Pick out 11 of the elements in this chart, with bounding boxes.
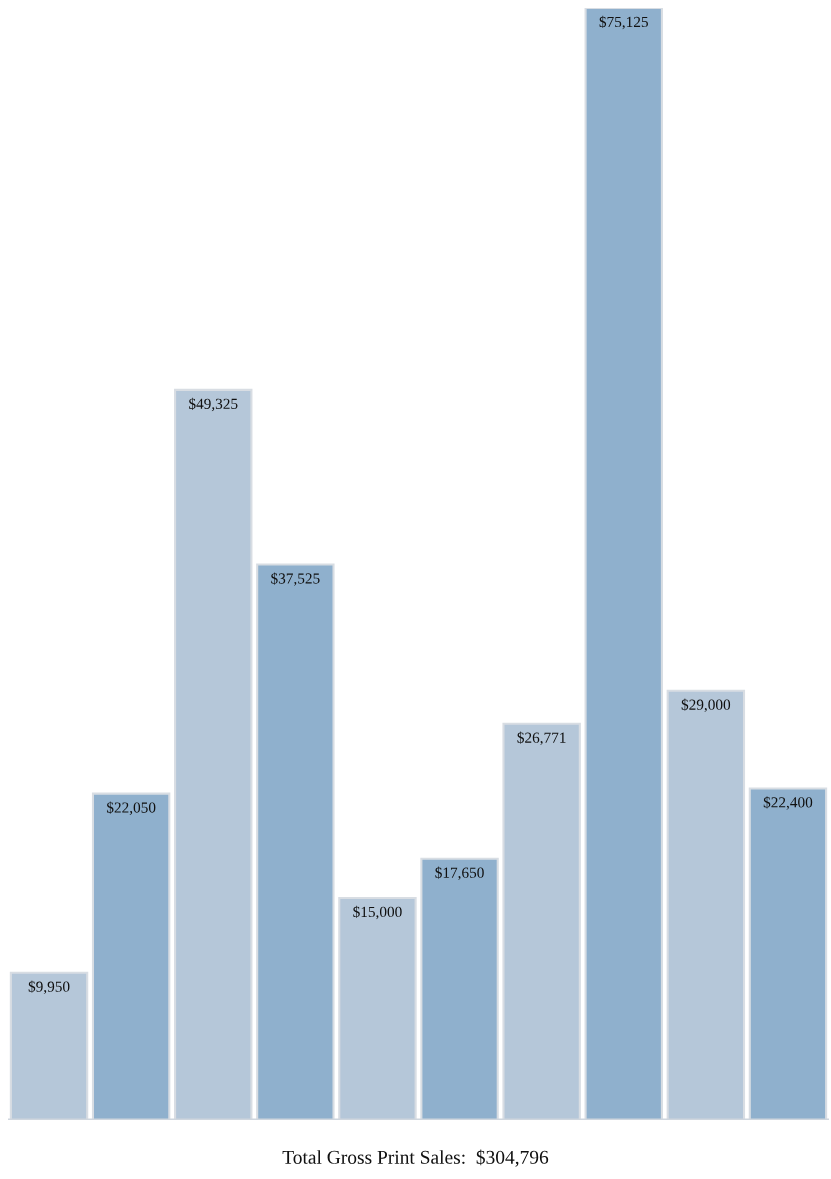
data-label: $17,650	[435, 866, 484, 881]
text: Total Gross Print Sales: $304,796	[282, 1149, 549, 1167]
data-label: $15,000	[353, 905, 402, 920]
data-label: $49,325	[189, 397, 238, 412]
data-label: $29,000	[681, 698, 731, 713]
data-label: $37,525	[271, 572, 320, 586]
data-label: $9,950	[28, 980, 70, 994]
data-label: $26,771	[517, 731, 566, 746]
data-label: $22,400	[763, 796, 813, 810]
data-label: $22,050	[106, 801, 156, 815]
data-label: $75,125	[599, 15, 648, 30]
